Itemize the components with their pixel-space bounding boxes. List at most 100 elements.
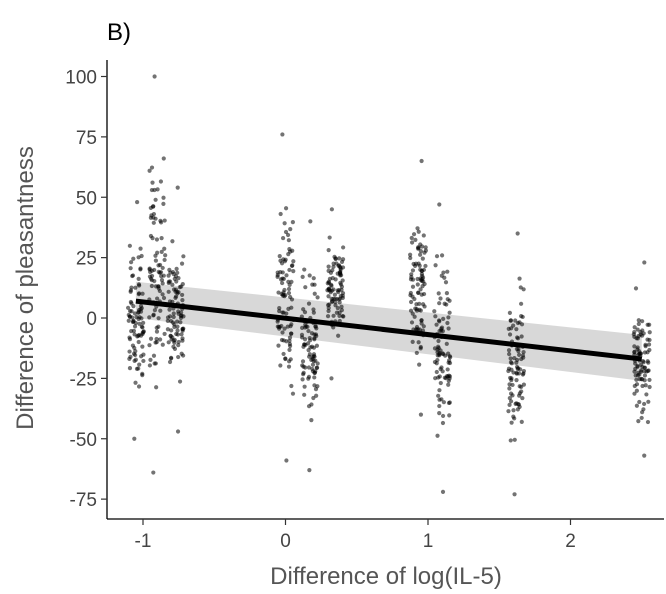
data-point xyxy=(155,296,160,301)
data-point xyxy=(149,165,155,170)
data-point xyxy=(325,314,331,319)
data-point xyxy=(333,303,338,308)
data-point xyxy=(312,354,317,359)
data-point xyxy=(175,270,180,275)
data-point xyxy=(337,300,342,305)
data-point xyxy=(156,316,161,321)
data-point xyxy=(331,325,336,330)
data-point xyxy=(129,260,134,265)
data-point xyxy=(412,296,417,302)
data-point xyxy=(312,383,317,388)
data-point xyxy=(508,318,513,323)
data-point xyxy=(435,350,440,355)
data-point xyxy=(642,365,647,370)
data-point xyxy=(288,324,293,329)
data-point xyxy=(332,292,337,297)
data-point xyxy=(446,382,451,387)
data-point xyxy=(646,342,652,347)
data-point xyxy=(157,288,162,294)
data-point xyxy=(277,308,282,314)
data-point xyxy=(161,156,166,161)
data-point xyxy=(416,290,421,296)
data-point xyxy=(635,345,640,350)
data-point xyxy=(169,328,174,333)
data-point xyxy=(306,301,312,306)
data-point xyxy=(446,326,451,331)
data-point xyxy=(137,362,142,367)
data-point xyxy=(178,284,184,289)
data-point xyxy=(432,346,438,351)
data-point xyxy=(280,276,285,281)
data-point xyxy=(413,237,418,243)
data-point xyxy=(303,285,308,290)
data-point xyxy=(520,372,525,377)
data-point xyxy=(418,412,424,417)
data-point xyxy=(288,227,293,232)
y-tick-label: 0 xyxy=(86,309,97,330)
panel-label: B) xyxy=(107,19,131,46)
data-point xyxy=(300,359,306,364)
data-point xyxy=(280,293,286,298)
data-point xyxy=(134,366,140,371)
y-tick-label: 75 xyxy=(76,128,97,149)
data-point xyxy=(280,235,286,241)
data-point xyxy=(515,366,520,371)
data-point xyxy=(419,292,424,297)
data-point xyxy=(641,407,646,412)
data-point xyxy=(310,366,315,372)
data-point xyxy=(445,320,450,326)
data-point xyxy=(326,286,331,291)
data-point xyxy=(159,220,164,225)
data-point xyxy=(278,211,283,217)
data-point xyxy=(160,292,165,297)
data-point xyxy=(136,255,141,260)
data-point xyxy=(309,402,314,407)
data-point xyxy=(439,253,445,258)
data-point xyxy=(519,419,524,424)
data-point xyxy=(306,374,312,379)
data-point xyxy=(633,366,638,371)
data-point xyxy=(285,232,291,238)
data-point xyxy=(166,273,171,278)
data-point xyxy=(632,344,637,349)
data-point xyxy=(416,245,421,250)
data-point xyxy=(632,391,637,396)
data-point xyxy=(181,314,186,319)
data-point xyxy=(507,310,512,316)
data-point xyxy=(131,328,136,333)
data-point xyxy=(508,399,514,404)
data-point xyxy=(440,420,446,426)
data-point xyxy=(136,384,142,389)
data-point xyxy=(433,314,438,319)
data-point xyxy=(636,370,641,375)
y-axis-title: Difference of pleasantness xyxy=(12,146,39,430)
data-point xyxy=(283,356,288,362)
data-point xyxy=(275,324,280,329)
data-point xyxy=(643,342,648,347)
data-point xyxy=(154,325,159,330)
data-point xyxy=(408,308,414,313)
data-point xyxy=(419,268,424,274)
data-point xyxy=(154,340,159,345)
data-point xyxy=(508,360,514,365)
data-point xyxy=(311,345,317,350)
data-point xyxy=(156,263,161,268)
data-point xyxy=(283,206,289,211)
data-point xyxy=(277,306,282,311)
data-point xyxy=(423,263,428,269)
data-point xyxy=(313,324,318,329)
data-point xyxy=(165,318,170,323)
x-tick-label: 0 xyxy=(280,531,291,552)
data-point xyxy=(433,263,438,268)
data-point xyxy=(417,301,422,306)
data-point xyxy=(509,378,514,383)
data-point xyxy=(148,357,153,362)
data-point xyxy=(127,314,133,319)
data-point xyxy=(138,246,143,251)
data-point xyxy=(636,321,641,327)
data-point xyxy=(314,393,319,398)
data-point xyxy=(437,403,442,409)
y-tick-label: 100 xyxy=(65,68,97,89)
data-point xyxy=(162,257,167,263)
